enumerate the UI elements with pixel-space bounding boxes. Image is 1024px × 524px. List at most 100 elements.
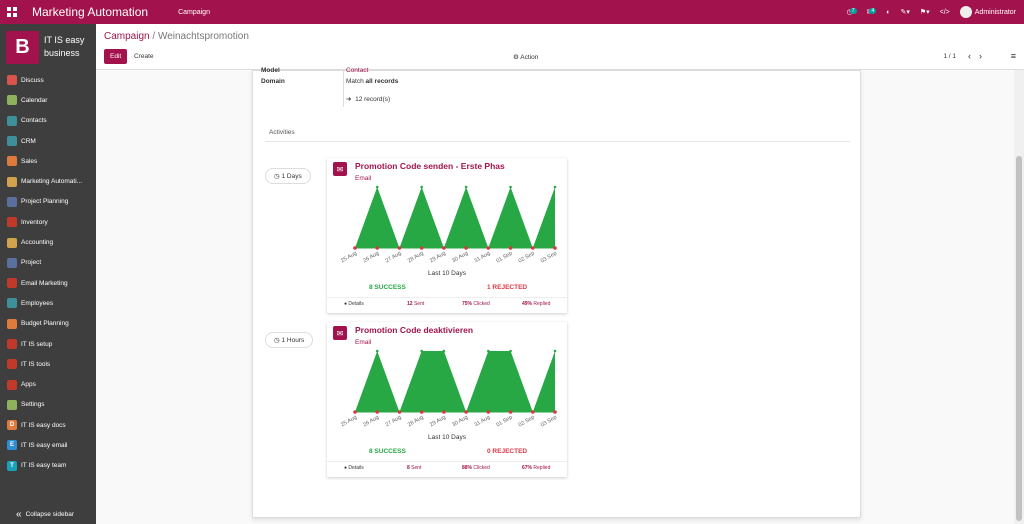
- sidebar-item-label: Calendar: [21, 96, 48, 104]
- pager-next-icon[interactable]: ›: [979, 51, 990, 61]
- sidebar-item-label: CRM: [21, 137, 36, 145]
- success-point: [553, 185, 557, 189]
- sent-label: Sent: [413, 301, 425, 307]
- sidebar-item[interactable]: Marketing Automati...: [0, 171, 96, 191]
- sent-number: 8: [407, 465, 410, 471]
- sidebar-item[interactable]: IT IS tools: [0, 354, 96, 374]
- action-label: Action: [520, 54, 539, 61]
- info-icon: ●: [344, 301, 348, 307]
- company-name-line2: business: [44, 48, 80, 58]
- success-count[interactable]: 8 SUCCESS: [369, 284, 406, 291]
- success-count[interactable]: 8 SUCCESS: [369, 448, 406, 455]
- brush-icon[interactable]: ✎▾: [900, 9, 910, 16]
- x-tick-label: 26 Aug: [362, 251, 380, 265]
- sidebar-item-icon: [7, 176, 17, 187]
- sent-stat[interactable]: 8 Sent: [407, 465, 421, 471]
- sidebar-item-label: Budget Planning: [21, 320, 69, 328]
- replied-stat[interactable]: 67% Replied: [522, 465, 550, 471]
- trigger-interval: 1 Hours: [281, 337, 305, 344]
- rejected-count[interactable]: 0 REJECTED: [487, 448, 528, 455]
- sidebar-item[interactable]: Project Planning: [0, 192, 96, 212]
- model-value[interactable]: Contact: [346, 67, 369, 74]
- sidebar-item[interactable]: Employees: [0, 293, 96, 313]
- scrollbar[interactable]: [1014, 70, 1024, 524]
- sidebar-item[interactable]: Sales: [0, 151, 96, 171]
- clicked-stat[interactable]: 75% Clicked: [462, 301, 490, 307]
- sidebar-item[interactable]: E IT IS easy email: [0, 435, 96, 455]
- records-link[interactable]: ➔ 12 record(s): [346, 95, 390, 103]
- activity-title[interactable]: Promotion Code deaktivieren: [355, 325, 474, 335]
- clicked-stat[interactable]: 88% Clicked: [462, 465, 490, 471]
- hamburger-menu-icon[interactable]: ≡: [1010, 51, 1016, 61]
- sidebar-item[interactable]: Project: [0, 253, 96, 273]
- sidebar-item[interactable]: Discuss: [0, 70, 96, 90]
- sidebar-item[interactable]: T IT IS easy team: [0, 456, 96, 476]
- flag-icon[interactable]: ⚑▾: [919, 9, 930, 16]
- success-point: [420, 349, 423, 353]
- edit-button[interactable]: Edit: [104, 49, 128, 64]
- rejected-count[interactable]: 1 REJECTED: [487, 284, 528, 291]
- replied-label: Replied: [533, 465, 551, 471]
- sidebar-item[interactable]: Settings: [0, 395, 96, 415]
- apps-menu-icon[interactable]: [0, 7, 24, 17]
- x-tick-label: 01 Sep: [495, 415, 513, 429]
- menu-campaign[interactable]: Campaign: [178, 8, 210, 16]
- activity-title[interactable]: Promotion Code senden - Erste Phas: [355, 161, 505, 171]
- sent-stat[interactable]: 12 Sent: [407, 301, 424, 307]
- sidebar-item[interactable]: Apps: [0, 374, 96, 394]
- sidebar-item-icon: [7, 95, 17, 106]
- create-button[interactable]: Create: [134, 53, 154, 60]
- user-menu[interactable]: Administrator: [959, 6, 1016, 18]
- control-panel: Campaign / Weinachtspromotion Edit Creat…: [96, 24, 1024, 70]
- x-tick-label: 28 Aug: [407, 251, 425, 265]
- sidebar-item[interactable]: Contacts: [0, 111, 96, 131]
- success-point: [420, 185, 423, 189]
- activity-icon[interactable]: ◷7: [847, 8, 857, 16]
- sidebar-item[interactable]: Inventory: [0, 212, 96, 232]
- activity-card: ✉ Promotion Code deaktivieren Email 25 A…: [327, 322, 567, 477]
- sidebar-item[interactable]: D IT IS easy docs: [0, 415, 96, 435]
- success-point: [553, 349, 557, 353]
- x-tick-label: 25 Aug: [340, 251, 358, 265]
- clicked-label: Clicked: [473, 465, 490, 471]
- messages-count-badge: 4: [869, 8, 877, 14]
- theme-toggle-icon[interactable]: ◐: [886, 8, 891, 16]
- sidebar-item[interactable]: Accounting: [0, 232, 96, 252]
- domain-all: all records: [365, 78, 399, 85]
- replied-stat[interactable]: 49% Replied: [522, 301, 550, 307]
- sidebar-item[interactable]: IT IS setup: [0, 334, 96, 354]
- x-tick-label: 31 Aug: [473, 251, 491, 265]
- activity-chart: 25 Aug 26 Aug 27 Aug 28 Aug 29 Aug 30 Aug 31 A…: [340, 185, 558, 265]
- sidebar-item[interactable]: Budget Planning: [0, 314, 96, 334]
- rejected-point: [375, 246, 380, 250]
- email-icon: ✉: [333, 162, 347, 176]
- activity-trigger[interactable]: ◷ 1 Days: [265, 168, 311, 184]
- model-label: Model: [261, 67, 280, 74]
- company-logo: B: [6, 30, 39, 64]
- breadcrumb-separator: /: [152, 31, 156, 42]
- action-menu[interactable]: ⚙ Action: [513, 53, 538, 61]
- breadcrumb-campaign-link[interactable]: Campaign: [104, 31, 150, 42]
- sidebar-item[interactable]: CRM: [0, 131, 96, 151]
- rejected-point: [464, 246, 468, 250]
- sidebar-item-label: Email Marketing: [21, 279, 68, 287]
- scrollbar-thumb[interactable]: [1016, 156, 1022, 521]
- sidebar-item[interactable]: Email Marketing: [0, 273, 96, 293]
- sidebar-item-icon: [7, 399, 17, 410]
- form-sheet: Model Contact Domain Match all records ➔…: [252, 67, 861, 518]
- x-tick-label: 28 Aug: [407, 415, 425, 429]
- activities-label: Activities: [269, 129, 295, 136]
- collapse-sidebar-button[interactable]: « Collapse sidebar: [16, 509, 74, 520]
- x-tick-label: 27 Aug: [385, 415, 403, 429]
- sidebar-item[interactable]: Calendar: [0, 90, 96, 110]
- sidebar-item-icon: [7, 339, 17, 349]
- company-switcher[interactable]: B IT IS easy business: [0, 24, 96, 70]
- messages-icon[interactable]: ✉4: [867, 8, 877, 16]
- details-link[interactable]: ● Details: [344, 465, 364, 471]
- activity-trigger[interactable]: ◷ 1 Hours: [265, 332, 314, 348]
- details-link[interactable]: ● Details: [344, 301, 364, 307]
- sidebar-item-icon: [7, 257, 17, 268]
- debug-code-icon[interactable]: </>: [939, 8, 950, 16]
- pager-previous-icon[interactable]: ‹: [968, 51, 979, 61]
- x-tick-label: 01 Sep: [495, 251, 513, 265]
